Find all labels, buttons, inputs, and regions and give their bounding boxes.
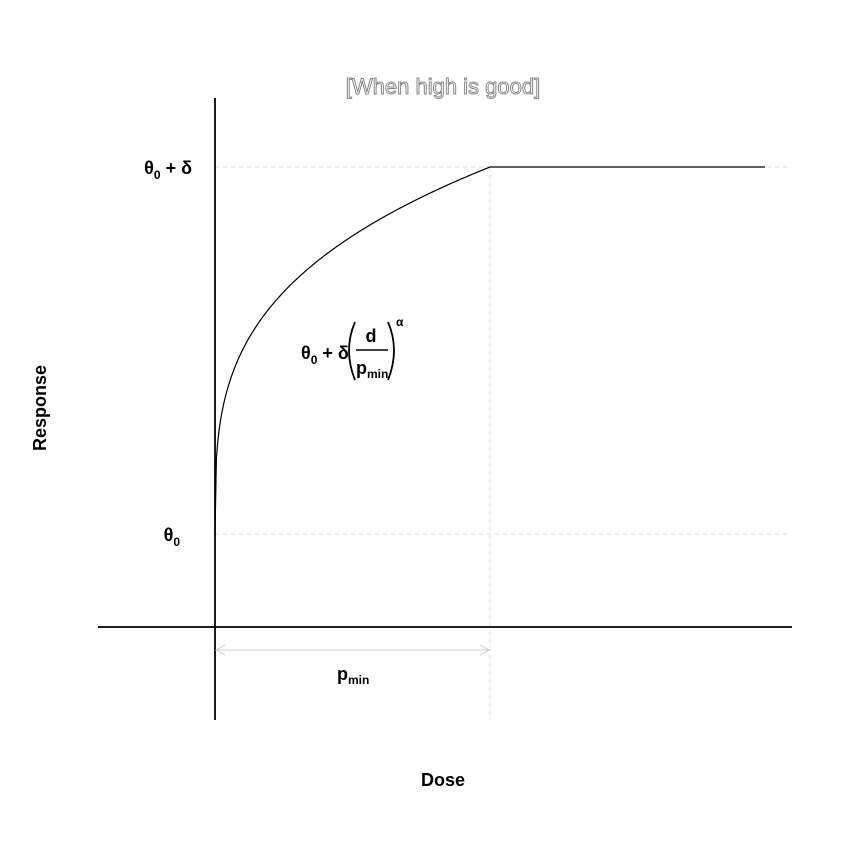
formula-numerator: d bbox=[366, 326, 377, 346]
y-tick-label-theta0-plus-delta: θ0 + δ bbox=[144, 158, 192, 182]
chart-title: [When high is good] bbox=[346, 74, 540, 99]
response-curve bbox=[214, 166, 765, 535]
formula-prefix: θ0 + δ bbox=[301, 343, 349, 367]
formula-denominator: pmin bbox=[356, 358, 388, 381]
formula-right-paren bbox=[387, 321, 395, 381]
y-tick-label-theta0: θ0 bbox=[164, 525, 181, 549]
formula-exponent: α bbox=[396, 315, 404, 329]
pmin-annotation: pmin bbox=[337, 664, 369, 687]
x-axis-label: Dose bbox=[421, 770, 465, 790]
formula-annotation: θ0 + δ d pmin α bbox=[301, 315, 404, 381]
formula-left-paren bbox=[348, 321, 356, 381]
y-axis-label: Response bbox=[30, 365, 50, 451]
pmin-span-arrow bbox=[214, 644, 491, 656]
